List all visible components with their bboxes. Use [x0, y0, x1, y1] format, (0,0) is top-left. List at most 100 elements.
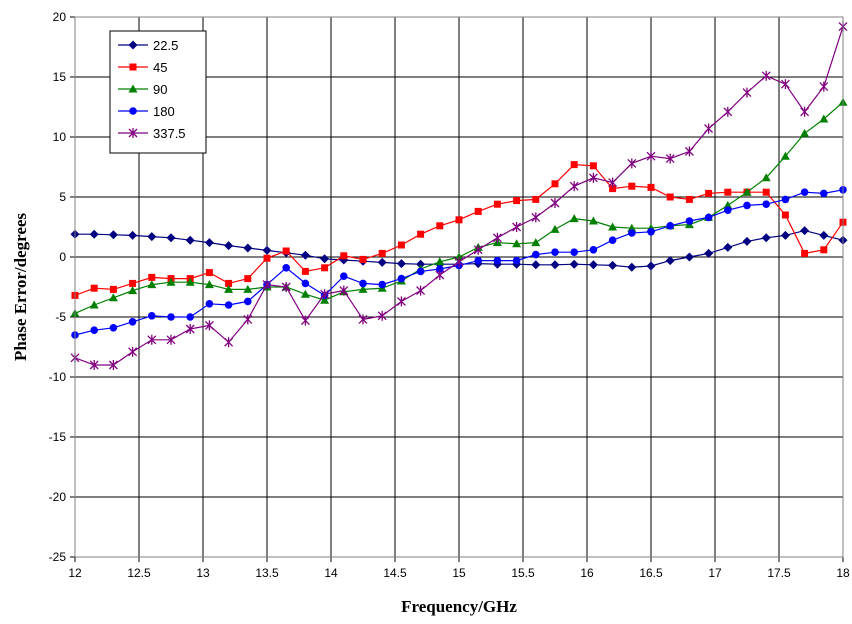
data-point — [244, 297, 252, 306]
x-tick-label: 16 — [580, 566, 594, 580]
data-point — [723, 106, 733, 117]
legend-label: 45 — [153, 60, 167, 75]
data-point — [723, 200, 733, 209]
data-point — [780, 151, 790, 160]
x-tick-label: 17.5 — [767, 566, 791, 580]
data-point — [185, 277, 195, 286]
data-point — [148, 273, 156, 281]
data-point — [224, 337, 234, 348]
data-point — [512, 256, 521, 265]
data-point — [109, 285, 117, 293]
data-point — [589, 246, 598, 254]
data-point — [608, 260, 618, 270]
data-point — [705, 189, 713, 197]
data-point — [531, 212, 541, 223]
legend-marker — [128, 40, 138, 50]
data-point — [129, 279, 137, 287]
data-point — [646, 261, 656, 271]
y-tick-label: -20 — [49, 490, 67, 504]
data-point — [358, 314, 368, 325]
data-point — [627, 223, 637, 232]
data-point — [417, 230, 425, 238]
data-point — [761, 173, 771, 182]
data-point — [359, 255, 367, 263]
x-tick-label: 16.5 — [639, 566, 663, 580]
data-point — [148, 312, 156, 320]
data-point — [781, 211, 789, 219]
data-point — [665, 256, 675, 266]
data-point — [800, 188, 809, 196]
data-point — [108, 293, 118, 302]
data-point — [666, 222, 674, 230]
data-point — [205, 269, 213, 277]
data-point — [780, 230, 790, 240]
y-tick-label: 5 — [59, 190, 66, 204]
legend-label: 22.5 — [153, 38, 178, 53]
data-point — [819, 230, 829, 240]
y-tick-label: -25 — [49, 550, 67, 564]
data-point — [416, 259, 426, 269]
data-point — [819, 114, 829, 123]
data-point — [609, 185, 617, 193]
data-point — [569, 214, 579, 223]
data-point — [147, 232, 157, 242]
data-point — [800, 226, 810, 236]
data-point — [89, 300, 99, 309]
data-point — [724, 188, 732, 196]
data-point — [377, 310, 387, 321]
data-point — [436, 222, 444, 230]
y-tick-label: 20 — [53, 10, 67, 24]
data-point — [435, 257, 445, 266]
x-tick-label: 17 — [708, 566, 722, 580]
data-point — [262, 245, 272, 255]
data-point — [684, 146, 694, 157]
y-tick-label: 15 — [53, 70, 67, 84]
data-point — [646, 151, 656, 162]
data-point — [801, 249, 809, 257]
data-point — [225, 279, 233, 287]
data-point — [569, 181, 579, 192]
x-tick-label: 15.5 — [511, 566, 535, 580]
data-point — [128, 318, 137, 326]
data-point — [416, 285, 426, 296]
data-point — [570, 248, 578, 256]
data-point — [647, 183, 655, 191]
data-point — [340, 252, 348, 260]
data-point — [359, 279, 367, 288]
data-point — [185, 324, 195, 334]
data-point — [473, 244, 483, 255]
data-point — [301, 267, 309, 275]
y-tick-label: 10 — [53, 130, 67, 144]
data-point — [761, 233, 771, 243]
x-tick-label: 13 — [196, 566, 210, 580]
data-point — [742, 87, 752, 98]
y-axis-ticks: -25 -20 -15 -10 -5 0 5 10 15 20 — [49, 10, 75, 564]
data-point — [281, 282, 291, 292]
data-point — [300, 250, 310, 260]
data-point — [436, 265, 444, 273]
data-point — [820, 189, 828, 198]
x-tick-label: 14.5 — [383, 566, 407, 580]
y-axis-title: Phase Error/degrees — [11, 213, 30, 361]
data-point — [454, 256, 464, 267]
data-point — [455, 216, 463, 224]
data-point — [800, 106, 810, 117]
legend-item: 180 — [118, 104, 175, 119]
legend-marker — [128, 128, 138, 138]
data-point — [167, 313, 175, 321]
data-point — [243, 243, 253, 253]
data-point — [800, 128, 810, 137]
data-point — [512, 222, 522, 232]
data-point — [474, 207, 482, 215]
data-point — [128, 346, 138, 357]
data-point — [416, 267, 425, 276]
data-point — [551, 180, 559, 188]
data-point — [186, 313, 194, 321]
series-90 — [70, 97, 848, 317]
x-axis-title: Frequency/GHz — [401, 597, 517, 616]
data-point — [684, 252, 694, 262]
data-point — [608, 222, 618, 231]
data-point — [90, 326, 98, 335]
data-point — [627, 262, 637, 272]
